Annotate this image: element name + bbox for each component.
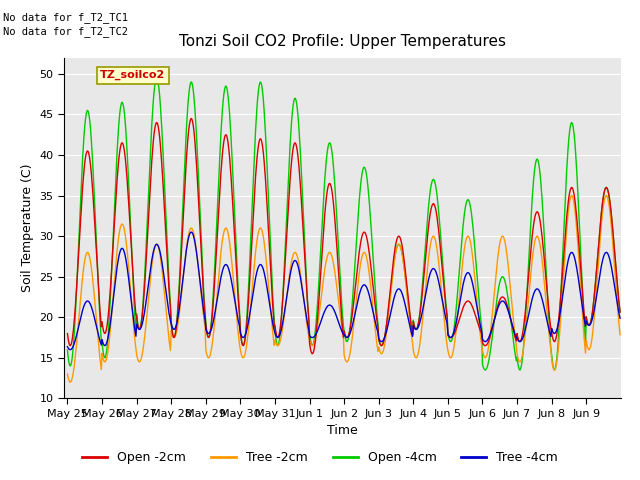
Text: No data for f_T2_TC1: No data for f_T2_TC1 [3,12,128,23]
Text: No data for f_T2_TC2: No data for f_T2_TC2 [3,26,128,37]
X-axis label: Time: Time [327,424,358,437]
Legend: Open -2cm, Tree -2cm, Open -4cm, Tree -4cm: Open -2cm, Tree -2cm, Open -4cm, Tree -4… [77,446,563,469]
Title: Tonzi Soil CO2 Profile: Upper Temperatures: Tonzi Soil CO2 Profile: Upper Temperatur… [179,35,506,49]
Y-axis label: Soil Temperature (C): Soil Temperature (C) [21,164,34,292]
Text: TZ_soilco2: TZ_soilco2 [100,70,166,80]
